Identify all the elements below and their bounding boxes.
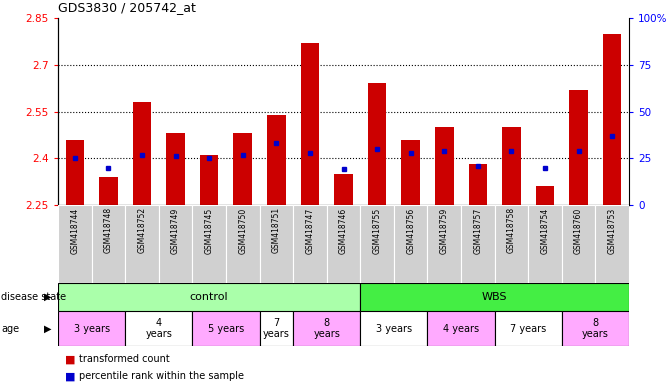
Bar xyxy=(495,311,562,346)
Bar xyxy=(125,205,159,283)
Bar xyxy=(603,33,621,205)
Text: GSM418755: GSM418755 xyxy=(372,207,382,253)
Text: ▶: ▶ xyxy=(44,292,51,302)
Bar xyxy=(360,205,394,283)
Text: GSM418760: GSM418760 xyxy=(574,207,583,253)
Bar xyxy=(159,205,193,283)
Bar xyxy=(435,127,454,205)
Text: ▶: ▶ xyxy=(44,323,51,333)
Text: GSM418749: GSM418749 xyxy=(171,207,180,253)
Bar xyxy=(133,102,151,205)
Text: GSM418753: GSM418753 xyxy=(608,207,617,253)
Bar xyxy=(234,133,252,205)
Text: GSM418757: GSM418757 xyxy=(473,207,482,253)
Text: ■: ■ xyxy=(64,354,75,364)
Bar xyxy=(125,311,193,346)
Bar xyxy=(166,133,185,205)
Bar xyxy=(360,283,629,311)
Text: GSM418744: GSM418744 xyxy=(70,207,79,253)
Text: WBS: WBS xyxy=(482,292,507,302)
Bar xyxy=(327,205,360,283)
Bar xyxy=(535,186,554,205)
Bar xyxy=(267,114,286,205)
Bar xyxy=(595,205,629,283)
Bar xyxy=(293,205,327,283)
Bar xyxy=(570,90,588,205)
Text: disease state: disease state xyxy=(1,292,66,302)
Text: control: control xyxy=(190,292,228,302)
Bar xyxy=(394,205,427,283)
Text: transformed count: transformed count xyxy=(79,354,170,364)
Text: 7 years: 7 years xyxy=(510,323,546,333)
Bar xyxy=(260,205,293,283)
Bar xyxy=(401,139,420,205)
Text: GSM418747: GSM418747 xyxy=(305,207,315,253)
Text: percentile rank within the sample: percentile rank within the sample xyxy=(79,371,244,381)
Bar xyxy=(99,177,117,205)
Text: 8
years: 8 years xyxy=(313,318,340,339)
Text: 4 years: 4 years xyxy=(443,323,479,333)
Text: GSM418754: GSM418754 xyxy=(541,207,550,253)
Text: 4
years: 4 years xyxy=(146,318,172,339)
Bar xyxy=(58,283,360,311)
Bar xyxy=(562,311,629,346)
Text: GSM418759: GSM418759 xyxy=(440,207,449,253)
Bar xyxy=(58,311,125,346)
Text: ■: ■ xyxy=(64,371,75,381)
Bar xyxy=(468,164,487,205)
Bar xyxy=(562,205,595,283)
Text: GSM418750: GSM418750 xyxy=(238,207,247,253)
Text: 3 years: 3 years xyxy=(376,323,412,333)
Bar xyxy=(427,205,461,283)
Bar xyxy=(260,311,293,346)
Bar xyxy=(226,205,260,283)
Bar xyxy=(368,83,386,205)
Text: 7
years: 7 years xyxy=(263,318,290,339)
Text: GDS3830 / 205742_at: GDS3830 / 205742_at xyxy=(58,1,196,14)
Text: GSM418751: GSM418751 xyxy=(272,207,281,253)
Bar xyxy=(528,205,562,283)
Bar xyxy=(66,139,84,205)
Bar xyxy=(334,174,353,205)
Text: GSM418748: GSM418748 xyxy=(104,207,113,253)
Bar xyxy=(293,311,360,346)
Text: age: age xyxy=(1,323,19,333)
Text: GSM418758: GSM418758 xyxy=(507,207,516,253)
Text: 5 years: 5 years xyxy=(208,323,244,333)
Text: 8
years: 8 years xyxy=(582,318,609,339)
Text: 3 years: 3 years xyxy=(74,323,109,333)
Bar xyxy=(91,205,125,283)
Bar xyxy=(427,311,495,346)
Bar xyxy=(200,155,218,205)
Bar xyxy=(502,127,521,205)
Text: GSM418752: GSM418752 xyxy=(138,207,146,253)
Bar xyxy=(58,205,91,283)
Bar xyxy=(193,311,260,346)
Bar xyxy=(461,205,495,283)
Bar xyxy=(301,43,319,205)
Text: GSM418756: GSM418756 xyxy=(406,207,415,253)
Bar xyxy=(495,205,528,283)
Bar xyxy=(193,205,226,283)
Text: GSM418745: GSM418745 xyxy=(205,207,213,253)
Text: GSM418746: GSM418746 xyxy=(339,207,348,253)
Bar xyxy=(360,311,427,346)
